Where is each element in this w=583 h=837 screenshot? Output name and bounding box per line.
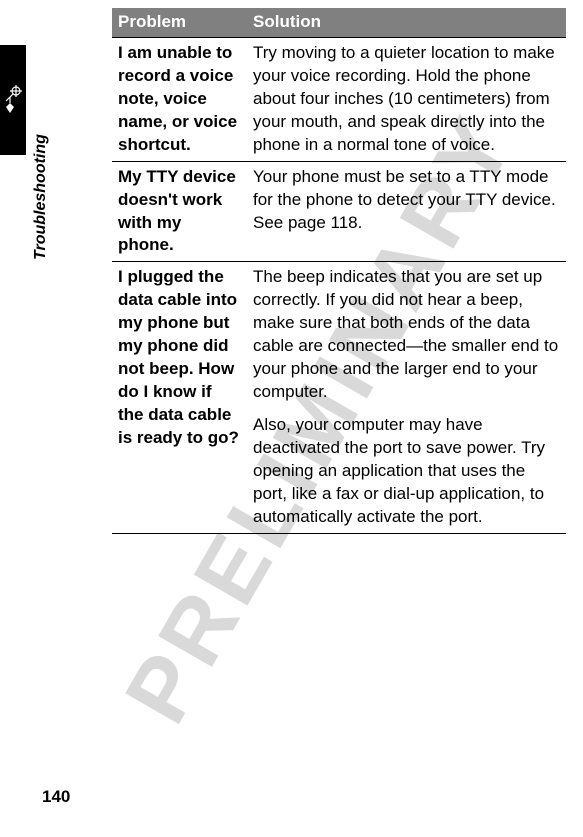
table-row: I am unable to record a voice note, voic… — [112, 37, 566, 161]
problem-cell: My TTY device doesn't work with my phone… — [112, 161, 247, 262]
problem-cell: I am unable to record a voice note, voic… — [112, 37, 247, 161]
solution-paragraph: Also, your computer may have deactivated… — [253, 414, 560, 529]
solution-cell: The beep indicates that you are set up c… — [247, 262, 566, 533]
table-row: My TTY device doesn't work with my phone… — [112, 161, 566, 262]
side-tab — [0, 45, 26, 155]
problem-cell: I plugged the data cable into my phone b… — [112, 262, 247, 533]
solution-cell: Your phone must be set to a TTY mode for… — [247, 161, 566, 262]
page-number: 140 — [42, 787, 70, 807]
troubleshooting-table-wrapper: Problem Solution I am unable to record a… — [112, 8, 566, 534]
header-problem: Problem — [112, 8, 247, 37]
solution-cell: Try moving to a quieter location to make… — [247, 37, 566, 161]
solution-paragraph: The beep indicates that you are set up c… — [253, 267, 558, 401]
section-label: Troubleshooting — [32, 134, 50, 260]
troubleshooting-table: Problem Solution I am unable to record a… — [112, 8, 566, 534]
table-row: I plugged the data cable into my phone b… — [112, 262, 566, 533]
tools-icon — [2, 83, 24, 117]
header-solution: Solution — [247, 8, 566, 37]
